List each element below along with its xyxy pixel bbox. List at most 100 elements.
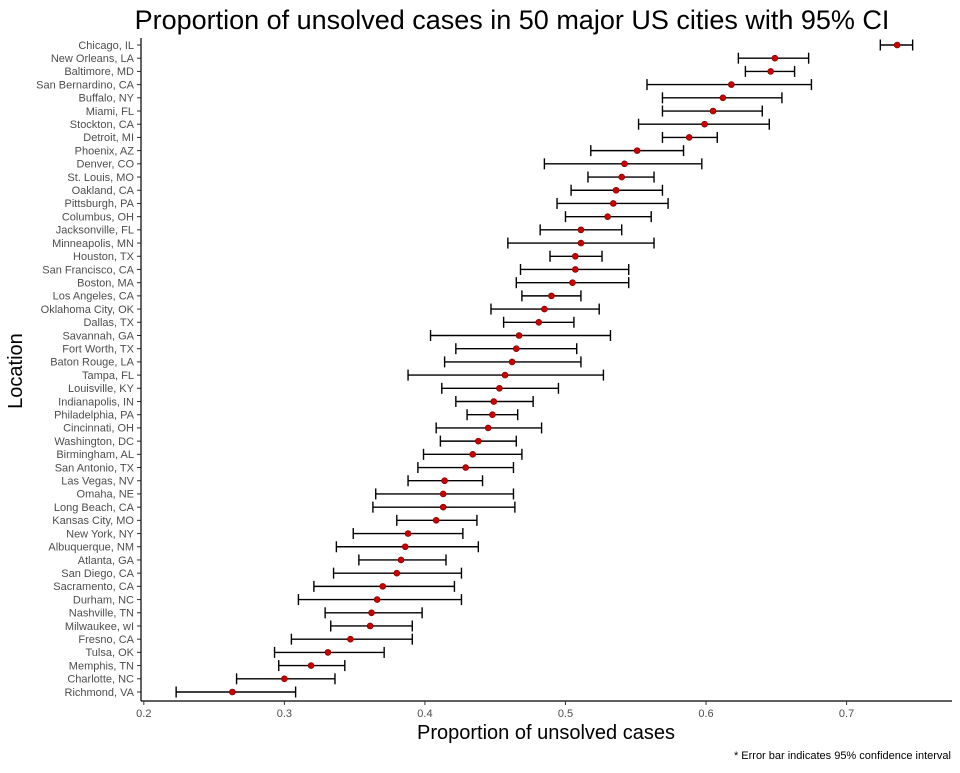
data-point (368, 609, 375, 617)
y-tick-label: Kansas City, MO (52, 515, 134, 527)
data-point (469, 451, 477, 458)
data-point (709, 107, 717, 115)
data-point-group (661, 131, 718, 143)
data-point (404, 530, 412, 537)
data-point (508, 358, 516, 366)
data-point (541, 305, 548, 313)
data-point-group (455, 396, 534, 408)
data-point (771, 54, 779, 62)
y-tick-label: Memphis, TN (69, 660, 134, 672)
data-point (893, 41, 901, 49)
data-point (393, 569, 401, 577)
y-tick-label: Richmond, VA (65, 687, 135, 699)
data-point (512, 345, 520, 352)
y-tick-label: Chicago, IL (78, 40, 134, 52)
data-point-group (737, 52, 810, 64)
data-point (307, 662, 315, 669)
data-point-group (429, 329, 612, 341)
data-point (569, 279, 576, 286)
y-tick-label: Sacramento, CA (53, 581, 134, 593)
data-point-group (407, 475, 484, 487)
data-point-group (443, 356, 582, 368)
data-point (489, 411, 496, 419)
y-tick-label: Los Angeles, CA (53, 291, 135, 303)
data-point-group (352, 528, 464, 540)
y-tick-label: Phoenix, AZ (75, 145, 135, 157)
y-tick-label: Fort Worth, TX (62, 343, 134, 355)
data-point-group (422, 448, 523, 460)
data-point-group (515, 277, 630, 289)
y-tick-label: Dallas, TX (83, 317, 134, 329)
data-point-group (175, 686, 297, 698)
y-tick-label: Cincinnati, OH (63, 423, 134, 435)
plot-marks (175, 39, 914, 698)
y-tick-label: Indianapolis, IN (58, 396, 134, 408)
data-point (441, 477, 448, 485)
y-tick-label: Pittsburgh, PA (65, 198, 135, 210)
data-point-group (441, 382, 560, 394)
data-point-group (543, 158, 703, 170)
data-point-group (556, 197, 669, 209)
y-tick-label: Jacksonville, FL (56, 225, 134, 237)
chart-caption: * Error bar indicates 95% confidence int… (734, 750, 951, 762)
data-point-group (372, 501, 516, 513)
data-point-group (466, 409, 519, 421)
y-tick-label: Philadelphia, PA (54, 410, 135, 422)
data-point (229, 688, 236, 696)
y-tick-label: Houston, TX (73, 251, 135, 263)
data-point-group (396, 514, 478, 526)
data-point-group (435, 422, 543, 434)
y-tick-label: Boston, MA (77, 277, 135, 289)
data-point (490, 398, 498, 405)
data-point-group (744, 65, 796, 77)
data-point (604, 213, 611, 220)
data-point (728, 81, 735, 88)
data-point-group (637, 118, 770, 130)
data-point-group (235, 673, 336, 685)
data-point (484, 424, 492, 432)
x-tick-label: 0.7 (839, 708, 854, 720)
data-point (475, 437, 482, 445)
data-point (462, 464, 469, 471)
data-point-group (290, 633, 413, 645)
y-tick-label: Denver, CO (77, 159, 135, 171)
x-tick-label: 0.5 (558, 708, 573, 720)
data-point-group (539, 224, 623, 236)
data-point-group (335, 541, 480, 553)
data-point-group (278, 660, 346, 672)
data-point-group (313, 580, 456, 592)
data-point-group (332, 567, 463, 579)
data-point (548, 292, 555, 300)
y-tick-label: Baltimore, MD (64, 66, 134, 78)
y-tick-label: Columbus, OH (62, 211, 134, 223)
data-point (572, 266, 579, 273)
data-point-group (519, 263, 630, 275)
data-point (701, 120, 708, 128)
y-tick-label: Fresno, CA (78, 634, 134, 646)
y-tick-label: Durham, NC (73, 594, 134, 606)
y-tick-label: Baton Rouge, LA (50, 357, 134, 369)
y-axis-title: Location (5, 333, 27, 409)
y-tick-label: Washington, DC (54, 436, 134, 448)
data-point (439, 503, 447, 511)
data-point (439, 490, 447, 498)
data-point (612, 186, 620, 194)
data-point-group (455, 343, 578, 355)
data-point-group (324, 607, 423, 619)
y-tick-label: Tulsa, OK (86, 647, 135, 659)
data-point-group (521, 290, 582, 302)
y-tick-label: Las Vegas, NV (61, 476, 134, 488)
y-tick-label: Albuquerque, NM (48, 542, 134, 554)
y-tick-label: New Orleans, LA (51, 53, 135, 65)
y-tick-label: Savannah, GA (62, 330, 134, 342)
y-tick-label: San Antonio, TX (55, 462, 135, 474)
data-point (379, 583, 387, 590)
data-point-group (549, 250, 603, 262)
chart-title: Proportion of unsolved cases in 50 major… (135, 5, 890, 35)
data-point (685, 134, 693, 141)
data-point (397, 556, 405, 564)
data-point (609, 200, 617, 207)
data-point-group (661, 92, 783, 104)
data-point (281, 675, 288, 683)
